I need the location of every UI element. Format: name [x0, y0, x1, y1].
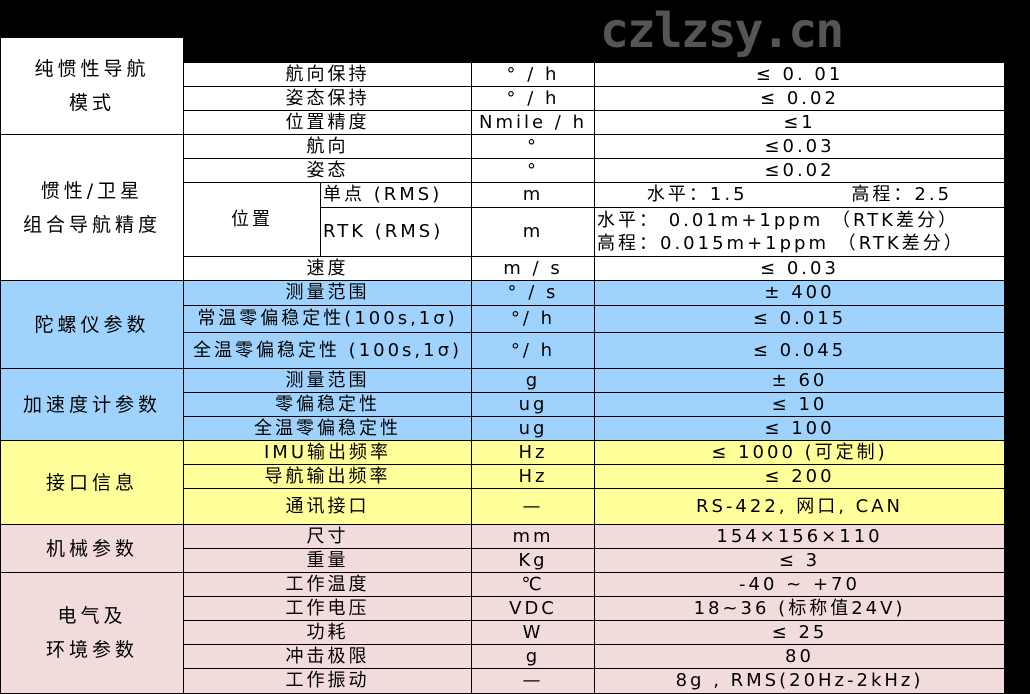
value-cell: ≤ 0.015	[594, 305, 1005, 333]
param-cell: 功耗	[183, 620, 472, 645]
value-cell: 水平：1.5 高程：2.5	[594, 182, 1005, 208]
value-cell: 8g , RMS(20Hz-2kHz)	[594, 668, 1005, 694]
param-cell: 全温零偏稳定性 (100s,1σ)	[183, 332, 472, 369]
unit-cell: g	[471, 644, 595, 669]
category-cell: 加速度计参数	[0, 368, 184, 441]
category-cell: 陀螺仪参数	[0, 280, 184, 369]
value-cell: 80	[594, 644, 1005, 669]
param-cell: 全温零偏稳定性	[183, 416, 472, 441]
unit-cell: m	[471, 182, 595, 208]
unit-cell: ug	[471, 416, 595, 441]
category-cell: 接口信息	[0, 440, 184, 525]
value-cell: ≤ 0.02	[594, 86, 1005, 111]
param-cell: 航向保持	[183, 62, 472, 87]
unit-cell: °/ h	[471, 305, 595, 333]
value-cell: ≤ 0.045	[594, 332, 1005, 369]
unit-cell: m / s	[471, 256, 595, 281]
param-cell: RTK (RMS)	[320, 207, 472, 257]
param-cell: 单点 (RMS)	[320, 182, 472, 208]
value-text: 高程：2.5	[851, 184, 953, 205]
value-cell: ≤0.03	[594, 134, 1005, 159]
param-cell: 位置精度	[183, 110, 472, 135]
value-cell: ± 60	[594, 368, 1005, 393]
value-cell: 154×156×110	[594, 524, 1005, 549]
param-cell: 导航输出频率	[183, 464, 472, 489]
value-cell: ± 400	[594, 280, 1005, 306]
value-cell: ≤ 200	[594, 464, 1005, 489]
param-cell: 重量	[183, 548, 472, 573]
unit-cell: g	[471, 368, 595, 393]
param-cell: 姿态	[183, 158, 472, 183]
category-cell: 惯性/卫星 组合导航精度	[0, 134, 184, 281]
value-cell: ≤ 100	[594, 416, 1005, 441]
value-cell: RS-422, 网口, CAN	[594, 488, 1005, 525]
unit-cell: mm	[471, 524, 595, 549]
param-cell: 工作电压	[183, 596, 472, 621]
param-cell: 速度	[183, 256, 472, 281]
unit-cell: Hz	[471, 440, 595, 465]
unit-cell: °	[471, 158, 595, 183]
unit-cell: —	[471, 488, 595, 525]
unit-cell: °/ h	[471, 332, 595, 369]
category-cell: 电气及 环境参数	[0, 572, 184, 694]
unit-cell: ° / h	[471, 86, 595, 111]
value-cell: ≤ 1000 (可定制)	[594, 440, 1005, 465]
value-cell: ≤ 3	[594, 548, 1005, 573]
param-cell: 常温零偏稳定性(100s,1σ)	[183, 305, 472, 333]
unit-cell: VDC	[471, 596, 595, 621]
unit-cell: Kg	[471, 548, 595, 573]
value-cell: ≤ 25	[594, 620, 1005, 645]
param-cell: 测量范围	[183, 368, 472, 393]
category-cell: 机械参数	[0, 524, 184, 573]
param-cell: 冲击极限	[183, 644, 472, 669]
unit-cell: —	[471, 668, 595, 694]
value-cell: ≤ 0.03	[594, 256, 1005, 281]
watermark: czlzsy.cn	[600, 3, 844, 59]
param-cell: 通讯接口	[183, 488, 472, 525]
param-cell: 尺寸	[183, 524, 472, 549]
value-cell: 水平： 0.01m+1ppm （RTK差分） 高程：0.015m+1ppm （R…	[594, 207, 1005, 257]
unit-cell: Nmile / h	[471, 110, 595, 135]
unit-cell: W	[471, 620, 595, 645]
unit-cell: m	[471, 207, 595, 257]
param-cell: 姿态保持	[183, 86, 472, 111]
param-cell: IMU输出频率	[183, 440, 472, 465]
param-cell: 测量范围	[183, 280, 472, 306]
unit-cell: ug	[471, 392, 595, 417]
value-text: 水平：1.5	[646, 184, 748, 205]
param-cell: 工作温度	[183, 572, 472, 597]
position-group-cell: 位置	[183, 182, 321, 257]
value-cell: ≤1	[594, 110, 1005, 135]
value-cell: -40 ~ +70	[594, 572, 1005, 597]
param-cell: 工作振动	[183, 668, 472, 694]
unit-cell: Hz	[471, 464, 595, 489]
param-cell: 航向	[183, 134, 472, 159]
unit-cell: ° / h	[471, 62, 595, 87]
value-cell: ≤0.02	[594, 158, 1005, 183]
unit-cell: ° / s	[471, 280, 595, 306]
category-cell: 纯惯性导航 模式	[0, 37, 184, 135]
value-cell: ≤ 10	[594, 392, 1005, 417]
unit-cell: °	[471, 134, 595, 159]
unit-cell: ℃	[471, 572, 595, 597]
param-cell: 零偏稳定性	[183, 392, 472, 417]
value-cell: 18~36 (标称值24V)	[594, 596, 1005, 621]
value-cell: ≤ 0. 01	[594, 62, 1005, 87]
